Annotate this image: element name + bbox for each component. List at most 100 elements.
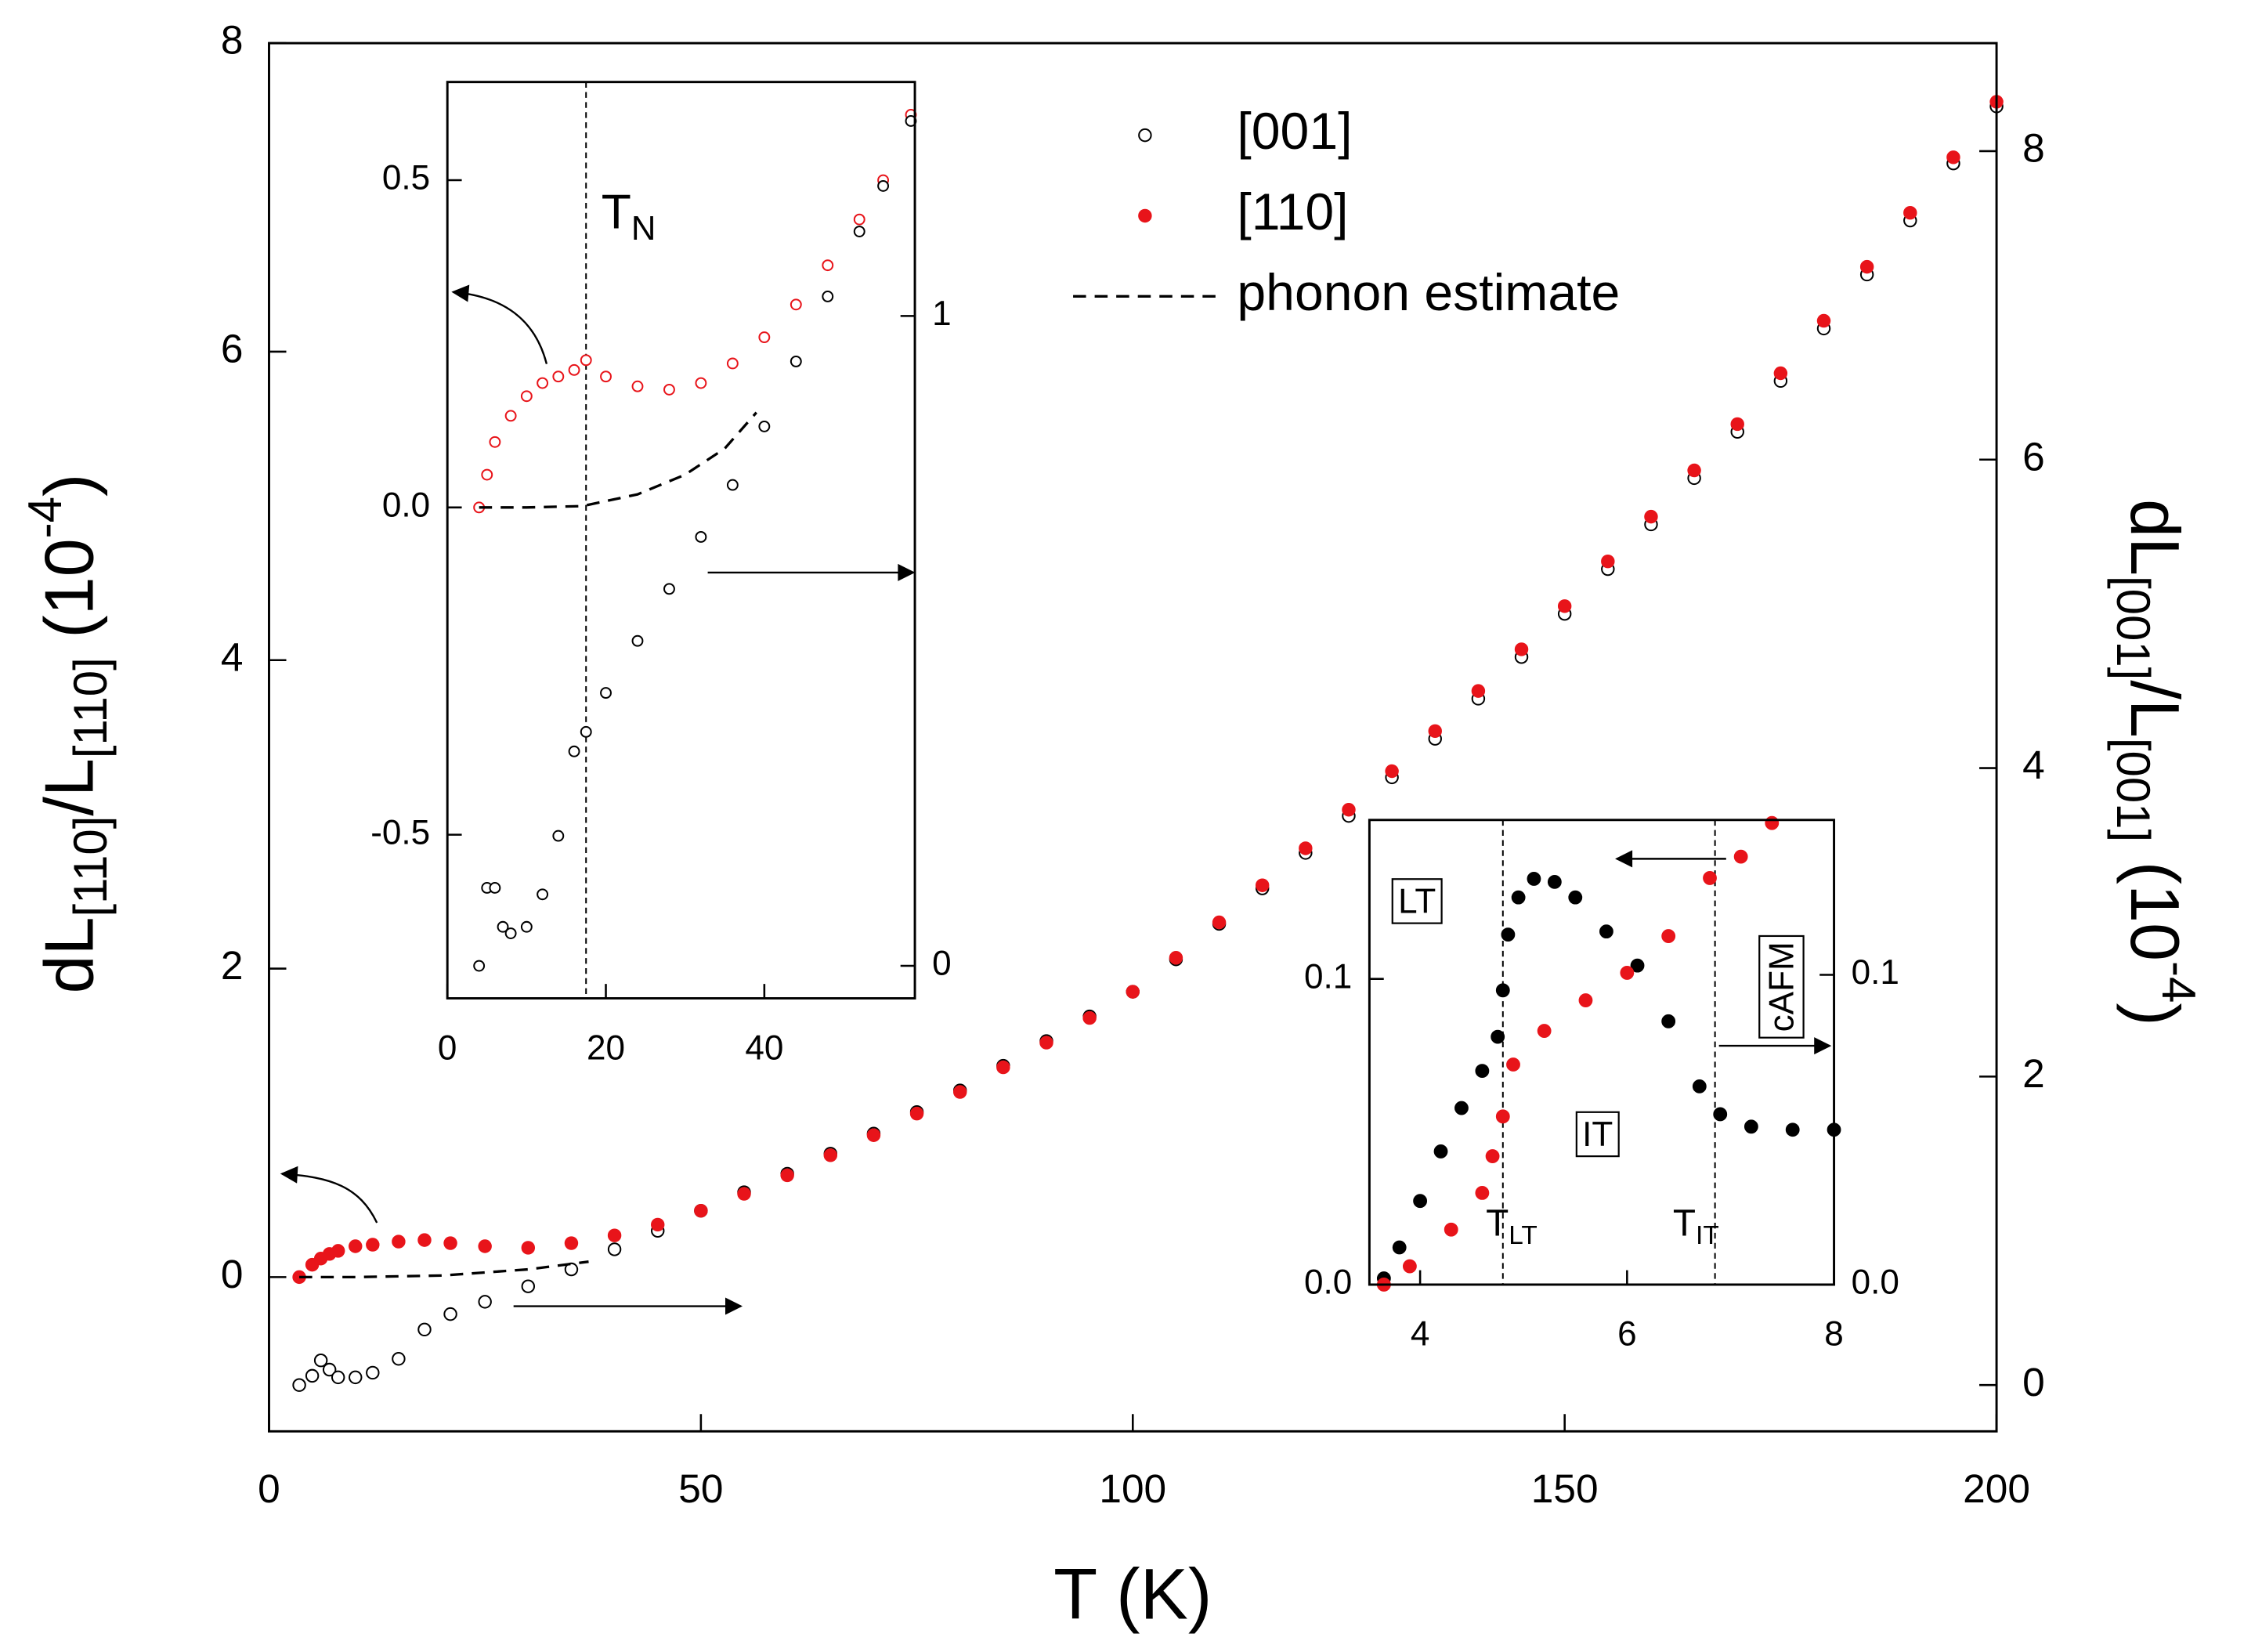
y2-tick-label: 0 (932, 945, 952, 983)
legend-swatch (1138, 208, 1152, 223)
data-point (520, 390, 533, 403)
annotation: IT (1582, 1115, 1613, 1153)
x-tick-label: 40 (745, 1028, 783, 1067)
data-point (1475, 1185, 1490, 1200)
annotation-box (1391, 878, 1443, 924)
data-point (481, 468, 493, 481)
y-tick-label: 4 (221, 634, 244, 679)
legend-label: [110] (1237, 183, 1348, 241)
data-point (1255, 878, 1270, 892)
x-tick-label: 200 (1963, 1466, 2030, 1511)
y-axis-label-part: -4 (19, 497, 71, 538)
data-point (607, 1242, 622, 1256)
annotation: TIT (1673, 1202, 1719, 1250)
data-point (1599, 924, 1613, 939)
y2-axis-label-part: dL (2116, 499, 2193, 576)
data-point (1816, 313, 1831, 328)
inset2-arrows (1615, 850, 1832, 1055)
annotation-box (1758, 934, 1805, 1039)
y2-tick-label: 8 (2022, 125, 2045, 171)
data-point (1713, 1107, 1728, 1122)
data-point (1630, 958, 1645, 973)
data-point (1428, 724, 1442, 739)
data-point (392, 1234, 406, 1249)
y2-tick-label: 0.1 (1852, 953, 1899, 992)
y-axis-label: dL[110]/L[110] (10-4) (19, 474, 117, 994)
y-tick-label: 0 (221, 1251, 244, 1296)
data-point (1537, 1024, 1552, 1038)
data-point (1687, 463, 1701, 478)
x-tick-label: 4 (1411, 1315, 1430, 1354)
data-point (607, 1228, 622, 1242)
data-point (1730, 417, 1744, 432)
data-point (443, 1307, 457, 1321)
data-point (521, 1241, 536, 1255)
data-point (1126, 985, 1140, 999)
data-point (520, 920, 533, 933)
data-point (1433, 1144, 1448, 1159)
y-tick-label: 8 (221, 17, 244, 63)
y-axis-label-part: dL (31, 916, 108, 993)
data-point (568, 363, 580, 376)
x-tick-label: 0 (258, 1466, 280, 1511)
annotation: TLT (1486, 1202, 1538, 1250)
plot-area (447, 81, 916, 999)
data-point (1620, 966, 1635, 980)
data-point (504, 410, 517, 422)
data-point (1342, 803, 1356, 817)
y-axis-label-part: /L (31, 758, 108, 816)
phonon-line (299, 1260, 589, 1279)
data-point (1946, 150, 1960, 164)
plot-area (1369, 819, 1834, 1285)
data-point (489, 882, 501, 894)
data-point (478, 1239, 492, 1253)
data-point (1039, 1036, 1053, 1050)
data-point (909, 1106, 924, 1121)
x-tick-label: 8 (1824, 1315, 1844, 1354)
data-point (1661, 929, 1676, 943)
data-point (1413, 1194, 1428, 1209)
main-arrows (280, 1166, 743, 1315)
data-point (1385, 764, 1399, 779)
data-point (996, 1060, 1010, 1075)
data-point (1601, 554, 1615, 569)
data-point (417, 1322, 432, 1337)
data-point (1859, 259, 1874, 274)
data-point (568, 745, 580, 757)
data-point (417, 1233, 432, 1247)
y2-tick-label: 2 (2022, 1050, 2045, 1096)
data-point (552, 830, 565, 842)
data-point (1644, 509, 1658, 524)
data-point (473, 960, 486, 972)
data-point (694, 1203, 708, 1218)
annotation: TN (602, 185, 656, 248)
data-point (651, 1217, 665, 1232)
y-tick-label: 0.5 (382, 159, 430, 197)
data-point (952, 1085, 967, 1099)
data-point (564, 1236, 579, 1250)
data-point (631, 634, 644, 647)
data-point (392, 1352, 406, 1366)
data-point (823, 1148, 838, 1162)
y2-tick-label: 1 (932, 295, 952, 333)
annotation: LT (1398, 882, 1436, 920)
y-tick-label: 2 (221, 942, 244, 988)
annotation-sub: LT (1509, 1221, 1538, 1250)
data-point (366, 1238, 380, 1252)
y2-axis-label-part: [001] (2107, 576, 2159, 680)
data-point (292, 1378, 306, 1392)
annotation-text: T (602, 185, 631, 240)
data-point (600, 687, 612, 699)
x-tick-label: 50 (678, 1466, 723, 1511)
data-point (726, 357, 739, 370)
data-point (1557, 599, 1572, 613)
data-point (497, 920, 509, 933)
y-tick-label: 0.0 (1304, 1263, 1352, 1302)
data-point (663, 583, 675, 595)
y2-axis-label: dL[001]/L[001] (10-4) (2107, 499, 2205, 1026)
y2-tick-label: 0 (2022, 1359, 2045, 1404)
data-point (726, 479, 739, 491)
data-point (331, 1244, 345, 1258)
data-point (489, 436, 501, 448)
legend-label: phonon estimate (1237, 264, 1620, 322)
